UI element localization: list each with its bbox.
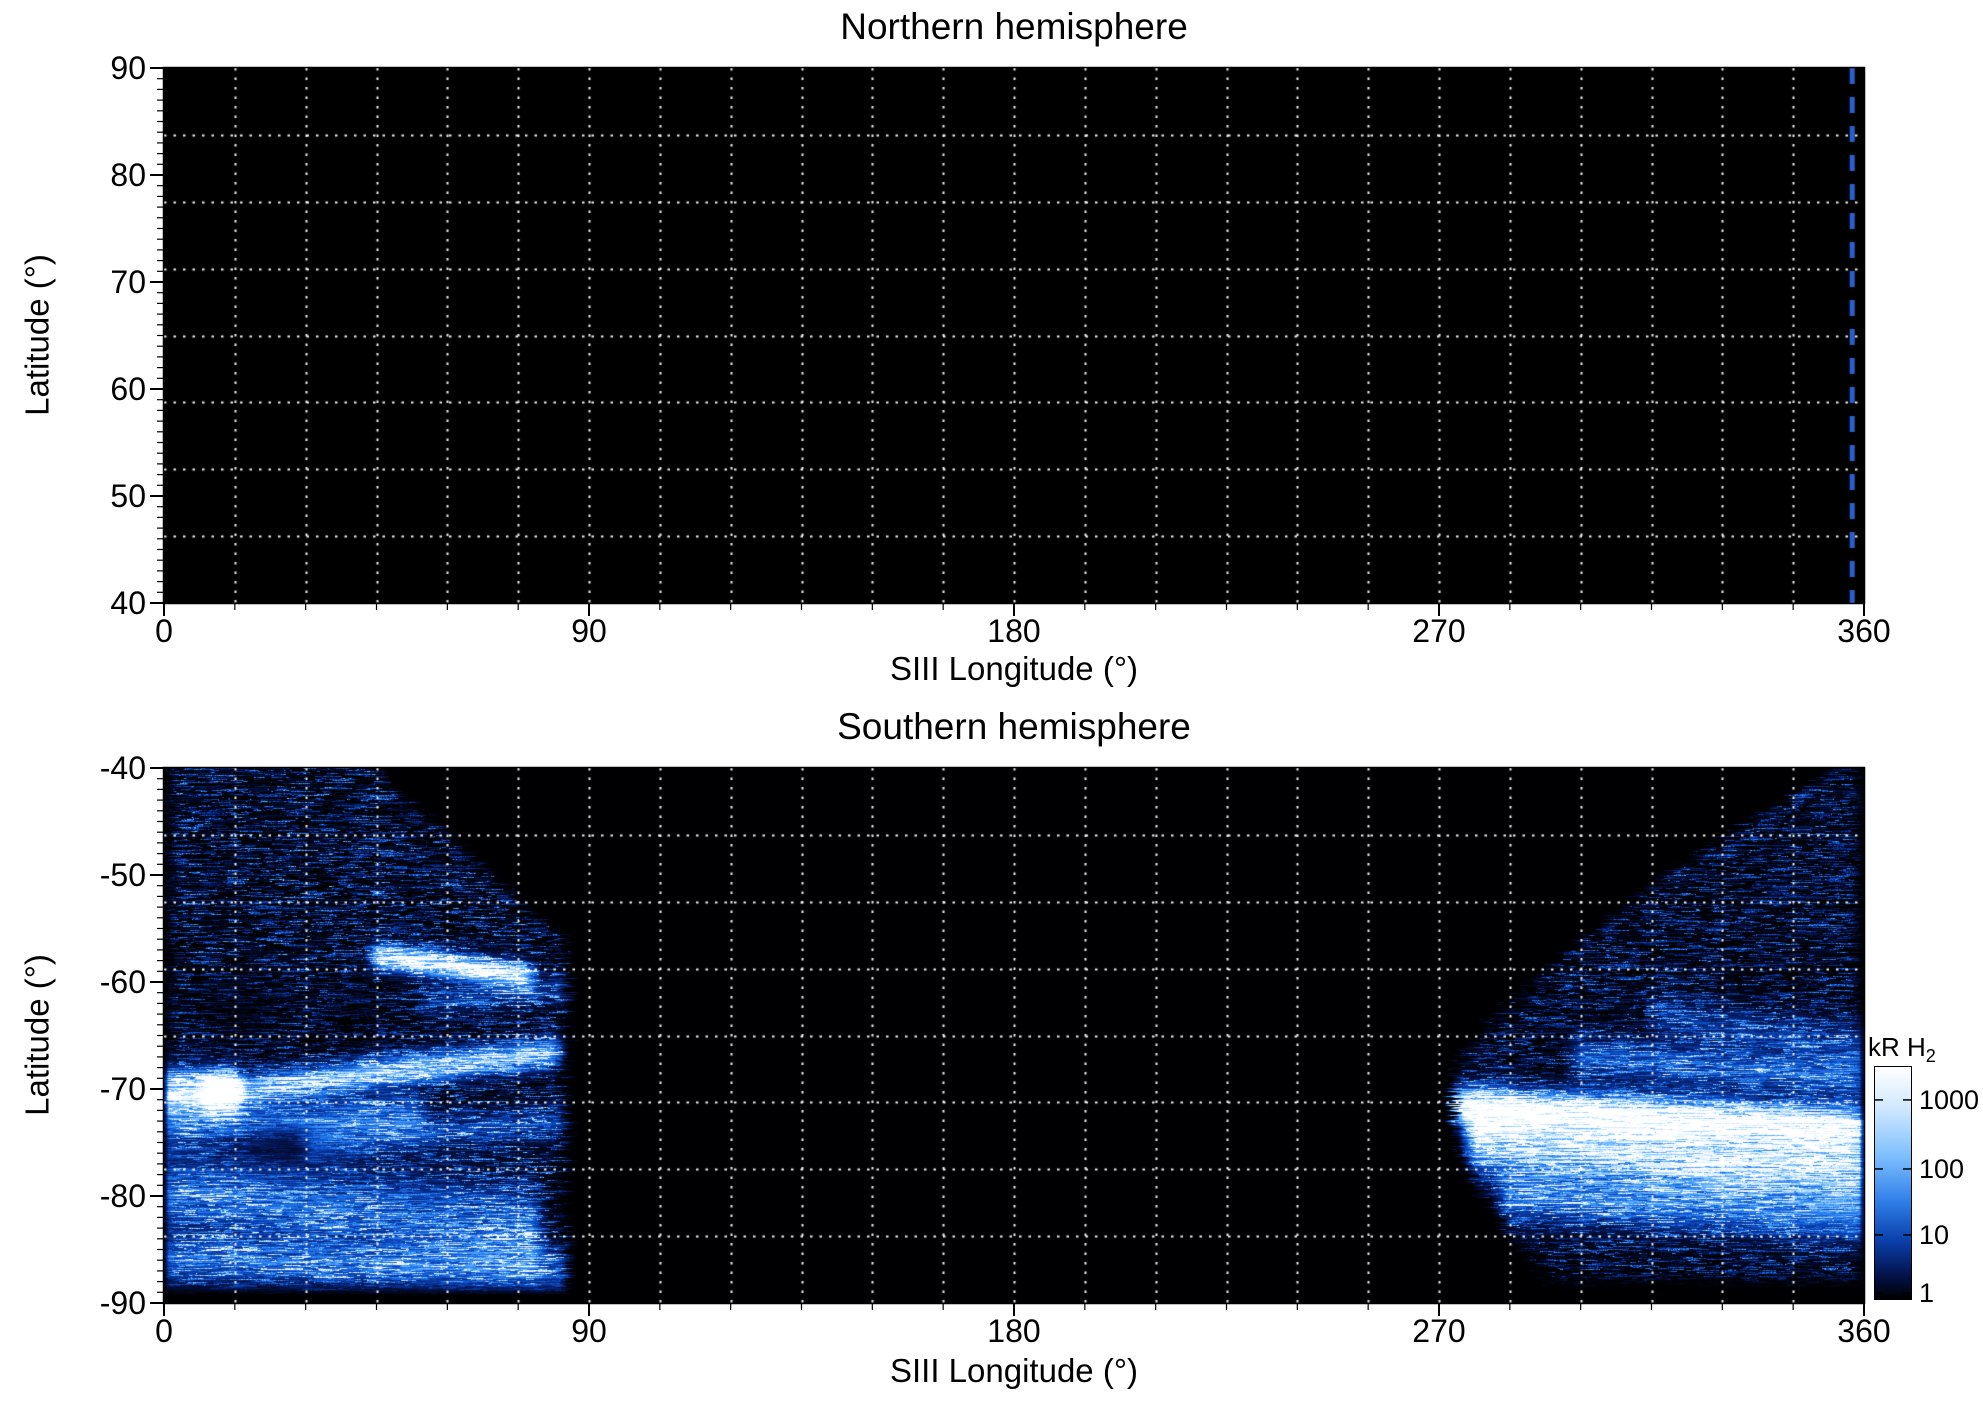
south-x-tick-label: 0 [94,1312,234,1350]
south-y-tick-label: -80 [36,1177,146,1215]
south-y-tick-label: -60 [36,963,146,1001]
north-y-tick-label: 80 [36,156,146,194]
south-y-tick-label: -40 [36,749,146,787]
north-y-axis-label: Latitude (°) [19,68,57,603]
south-x-tick-label: 90 [519,1312,659,1350]
north-x-tick-label: 360 [1794,612,1934,650]
colorbar-tick-label: 10 [1919,1221,1983,1249]
colorbar-label-sub: 2 [1926,1046,1936,1066]
north-y-tick-label: 70 [36,263,146,301]
north-y-tick-label: 90 [36,49,146,87]
south-x-axis-label: SIII Longitude (°) [714,1352,1314,1390]
colorbar-label-main: kR H [1868,1032,1926,1062]
north-y-tick-label: 60 [36,370,146,408]
colorbar-gradient [1874,1066,1912,1300]
south-title: Southern hemisphere [164,706,1864,748]
north-x-tick-label: 0 [94,612,234,650]
south-y-axis-label: Latitude (°) [19,768,57,1303]
north-x-tick-label: 180 [944,612,1084,650]
south-x-tick-label: 360 [1794,1312,1934,1350]
colorbar-tick-label: 100 [1919,1155,1983,1183]
south-heatmap [164,768,1864,1303]
north-x-tick-label: 90 [519,612,659,650]
colorbar-tick-label: 1 [1919,1279,1983,1307]
north-x-axis-label: SIII Longitude (°) [714,650,1314,688]
north-y-tick-label: 50 [36,477,146,515]
south-x-tick-label: 180 [944,1312,1084,1350]
north-heatmap [164,68,1864,603]
south-y-tick-label: -50 [36,856,146,894]
south-x-tick-label: 270 [1369,1312,1509,1350]
colorbar-label: kR H2 [1868,1032,1936,1067]
north-x-tick-label: 270 [1369,612,1509,650]
north-title: Northern hemisphere [164,6,1864,48]
colorbar-tick-label: 1000 [1919,1086,1983,1114]
figure: Northern hemisphere Latitude (°) SIII Lo… [0,0,1983,1423]
south-y-tick-label: -70 [36,1070,146,1108]
